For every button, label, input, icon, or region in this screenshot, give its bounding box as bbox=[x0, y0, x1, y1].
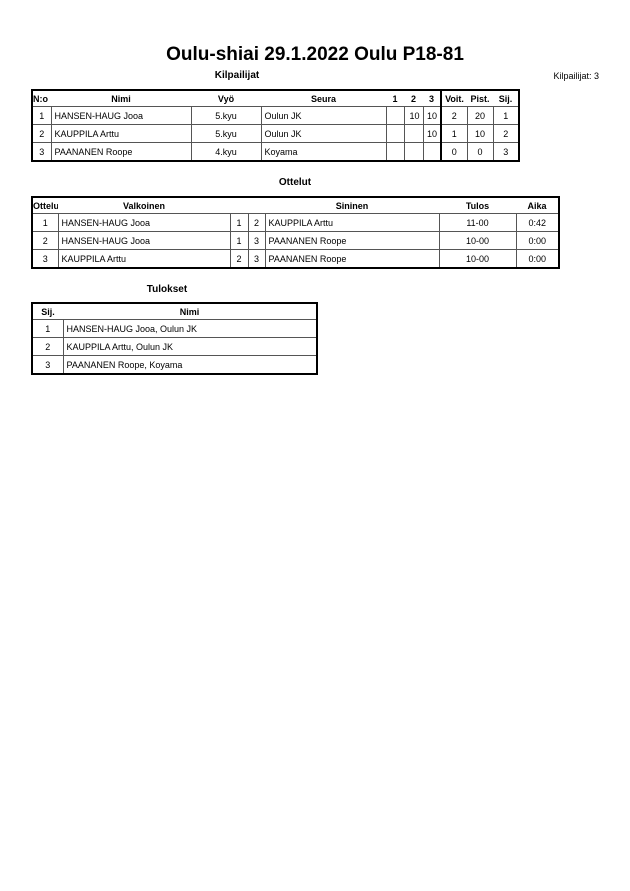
table-cell: 3 bbox=[247, 249, 266, 269]
col-header: Voit. bbox=[440, 90, 467, 107]
col-header: Valkoinen bbox=[122, 200, 166, 211]
table-cell: KAUPPILA Arttu, Oulun JK bbox=[62, 337, 318, 356]
competitor-count: Kilpailijat: 3 bbox=[553, 71, 599, 81]
table-cell: PAANANEN Roope, Koyama bbox=[62, 355, 318, 375]
table-header: N:o Nimi Vyö Seura 1 2 3 Voit. Pist. Sij… bbox=[32, 90, 519, 107]
col-header: N:o bbox=[33, 93, 48, 104]
table-cell: 1 bbox=[31, 319, 64, 338]
table-cell: 3 bbox=[31, 355, 64, 375]
table-cell: 2 bbox=[31, 231, 59, 250]
table-row: 3 PAANANEN Roope 4.kyu Koyama 0 0 3 bbox=[31, 142, 520, 162]
table-cell: 3 bbox=[31, 249, 59, 269]
col-header: Nimi bbox=[179, 306, 200, 317]
results-table: Sij. Nimi 1 HANSEN-HAUG Jooa, Oulun JK 2 KA… bbox=[31, 302, 318, 375]
table-cell: HANSEN-HAUG Jooa bbox=[57, 213, 231, 232]
col-header: Vyö bbox=[217, 93, 235, 104]
table-cell: 1 bbox=[440, 124, 468, 143]
table-header: Sij. Nimi bbox=[32, 303, 317, 320]
competitors-table: N:o Nimi Vyö Seura 1 2 3 Voit. Pist. Sij… bbox=[31, 89, 520, 162]
table-cell: 11-00 bbox=[438, 213, 517, 232]
col-header: Nimi bbox=[111, 93, 131, 104]
table-cell: 1 bbox=[229, 213, 249, 232]
table-row: 2 HANSEN-HAUG Jooa 1 3 PAANANEN Roope 10-00 0:… bbox=[31, 231, 560, 250]
table-cell: HANSEN-HAUG Jooa bbox=[50, 106, 192, 125]
table-cell: 0 bbox=[466, 142, 494, 162]
table-cell bbox=[385, 142, 405, 162]
table-cell: 0:00 bbox=[515, 249, 560, 269]
table-cell: 1 bbox=[492, 106, 520, 125]
table-cell: PAANANEN Roope bbox=[50, 142, 192, 162]
col-header: Seura bbox=[310, 93, 336, 104]
table-cell: HANSEN-HAUG Jooa, Oulun JK bbox=[62, 319, 318, 338]
table-cell: Koyama bbox=[260, 142, 387, 162]
col-header: 2 bbox=[410, 93, 416, 104]
table-cell bbox=[385, 124, 405, 143]
table-row: 2 KAUPPILA Arttu, Oulun JK bbox=[31, 337, 318, 356]
page-title: Oulu-shiai 29.1.2022 Oulu P18-81 bbox=[166, 44, 464, 65]
table-row: 3 PAANANEN Roope, Koyama bbox=[31, 355, 318, 375]
col-header: Aika bbox=[527, 200, 547, 211]
col-header: Sininen bbox=[335, 200, 369, 211]
col-header: Sij. bbox=[41, 306, 55, 317]
col-header: Pist. bbox=[470, 93, 490, 104]
results-heading: Tulokset bbox=[146, 284, 188, 295]
table-row: 3 KAUPPILA Arttu 2 3 PAANANEN Roope 10-00 0:00 bbox=[31, 249, 560, 269]
table-cell bbox=[385, 106, 405, 125]
table-cell: 1 bbox=[31, 213, 59, 232]
table-cell: 2 bbox=[31, 124, 52, 143]
table-cell: HANSEN-HAUG Jooa bbox=[57, 231, 231, 250]
table-cell: 2 bbox=[440, 106, 468, 125]
table-cell: 0:42 bbox=[515, 213, 560, 232]
col-header: 1 bbox=[392, 93, 398, 104]
table-row: 1 HANSEN-HAUG Jooa, Oulun JK bbox=[31, 319, 318, 338]
table-cell: 4.kyu bbox=[190, 142, 262, 162]
table-cell: PAANANEN Roope bbox=[264, 231, 440, 250]
competitors-heading: Kilpailijat bbox=[214, 70, 260, 81]
table-row: 1 HANSEN-HAUG Jooa 5.kyu Oulun JK 10 10 2 20 1 bbox=[31, 106, 520, 125]
table-cell: 10 bbox=[422, 106, 442, 125]
table-cell: 10-00 bbox=[438, 249, 517, 269]
table-cell: 2 bbox=[492, 124, 520, 143]
table-cell: Oulun JK bbox=[260, 124, 387, 143]
table-cell: 10 bbox=[422, 124, 442, 143]
table-cell: 3 bbox=[247, 231, 266, 250]
table-cell: 2 bbox=[31, 337, 64, 356]
table-cell: KAUPPILA Arttu bbox=[57, 249, 231, 269]
table-cell: 1 bbox=[31, 106, 52, 125]
table-cell: Oulun JK bbox=[260, 106, 387, 125]
table-cell: PAANANEN Roope bbox=[264, 249, 440, 269]
table-cell: 20 bbox=[466, 106, 494, 125]
table-cell bbox=[422, 142, 442, 162]
table-row: 2 KAUPPILA Arttu 5.kyu Oulun JK 10 1 10 2 bbox=[31, 124, 520, 143]
table-cell: 10 bbox=[403, 106, 424, 125]
col-header: Sij. bbox=[498, 93, 513, 104]
table-cell: 3 bbox=[492, 142, 520, 162]
table-cell: 1 bbox=[229, 231, 249, 250]
table-cell: 10-00 bbox=[438, 231, 517, 250]
col-header: Ottelu bbox=[33, 200, 58, 211]
table-cell: KAUPPILA Arttu bbox=[50, 124, 192, 143]
table-cell: 2 bbox=[229, 249, 249, 269]
table-cell: 5.kyu bbox=[190, 124, 262, 143]
table-cell bbox=[403, 142, 424, 162]
matches-heading: Ottelut bbox=[278, 177, 312, 188]
table-row: 1 HANSEN-HAUG Jooa 1 2 KAUPPILA Arttu 11-00 0:… bbox=[31, 213, 560, 232]
table-cell: 2 bbox=[247, 213, 266, 232]
table-cell bbox=[403, 124, 424, 143]
table-cell: 5.kyu bbox=[190, 106, 262, 125]
matches-table: Ottelu Valkoinen Sininen Tulos Aika 1 HAN… bbox=[31, 196, 560, 269]
table-cell: 10 bbox=[466, 124, 494, 143]
table-cell: 0:00 bbox=[515, 231, 560, 250]
table-cell: KAUPPILA Arttu bbox=[264, 213, 440, 232]
col-header: Tulos bbox=[465, 200, 490, 211]
col-header: 3 bbox=[428, 93, 434, 104]
table-cell: 3 bbox=[31, 142, 52, 162]
table-header: Ottelu Valkoinen Sininen Tulos Aika bbox=[32, 197, 559, 214]
table-cell: 0 bbox=[440, 142, 468, 162]
